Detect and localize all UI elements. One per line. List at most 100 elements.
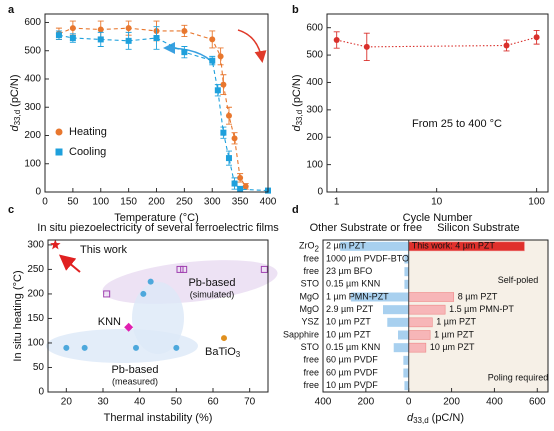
x-tick-label: 250 <box>176 197 193 208</box>
marker <box>69 35 76 42</box>
annotation: From 25 to 400 °C <box>412 118 502 130</box>
bar-label: This work: 4 µm PZT <box>412 241 496 251</box>
series-line <box>336 36 537 48</box>
y-tick-label: 150 <box>27 313 44 324</box>
bar <box>408 317 433 328</box>
marker <box>125 25 132 32</box>
marker <box>180 265 188 273</box>
marker <box>221 335 227 342</box>
marker <box>176 265 184 273</box>
marker <box>363 43 370 50</box>
marker <box>147 278 154 285</box>
bar-label: 10 µm PZT <box>430 342 475 352</box>
y-tick-label: 400 <box>24 74 41 85</box>
marker <box>140 290 147 297</box>
x-tick-label: 200 <box>358 397 375 408</box>
marker <box>97 26 104 33</box>
marker <box>231 180 238 187</box>
category-label-main: ZrO <box>299 241 315 251</box>
bar-label: 2 µm PZT <box>326 241 366 251</box>
panel-letter: c <box>8 204 14 216</box>
bar-label: 60 µm PVDF <box>326 355 378 365</box>
category-label: free <box>303 355 319 365</box>
panel-letter: a <box>8 4 15 16</box>
y-tick-label: 0 <box>317 187 323 198</box>
side-header: Silicon Substrate <box>437 222 520 234</box>
marker <box>181 27 188 34</box>
bar-label: 10 µm PZT <box>326 329 371 339</box>
bar-label: 2.9 µm PZT <box>326 304 374 314</box>
y-axis-label-unit: (pC/N) <box>9 74 21 106</box>
bar-label: 60 µm PVDF <box>326 367 378 377</box>
marker <box>503 42 510 49</box>
marker <box>242 183 249 190</box>
bar-label: 1 µm PZT <box>436 317 476 327</box>
y-axis-label-sub: 33,d <box>295 110 304 126</box>
legend-label: Heating <box>69 126 107 138</box>
bar <box>404 267 409 277</box>
marker <box>533 34 540 41</box>
plot-frame <box>44 13 269 193</box>
marker <box>220 129 227 136</box>
y-tick-label: 0 <box>35 187 41 198</box>
category-label: YSZ <box>301 317 319 327</box>
point-label: This work <box>80 244 128 256</box>
bar <box>383 305 409 315</box>
x-tick-label: 60 <box>207 397 219 408</box>
bar-label: 23 µm BFO <box>326 266 372 276</box>
category-label: MgO <box>299 291 319 301</box>
plot-frame <box>47 239 269 393</box>
marker <box>237 186 244 193</box>
marker <box>333 37 340 44</box>
x-tick-label: 0 <box>406 397 412 408</box>
point-label-main: BaTiO <box>205 346 236 358</box>
bar <box>408 292 455 302</box>
category-label: STO <box>301 279 319 289</box>
marker <box>220 81 227 88</box>
bar <box>404 279 409 289</box>
marker <box>81 344 88 351</box>
category-label: free <box>303 253 319 263</box>
bar <box>403 355 409 365</box>
marker <box>217 53 224 60</box>
bar-label: 0.15 µm KNN <box>326 279 380 289</box>
section-label: Self-poled <box>498 275 539 285</box>
y-tick-label: 200 <box>27 289 44 300</box>
x-tick-label: 50 <box>171 397 183 408</box>
marker <box>225 112 232 119</box>
x-tick-label: 1 <box>334 197 340 208</box>
category-label: free <box>303 380 319 390</box>
x-tick-label: 400 <box>315 397 332 408</box>
category-label: free <box>303 367 319 377</box>
point-note: (simulated) <box>190 289 235 299</box>
marker <box>237 174 244 181</box>
y-axis-label: d33,d (pC/N) <box>291 74 304 131</box>
x-axis-label: Thermal instability (%) <box>104 412 213 424</box>
y-tick-label: 100 <box>24 158 41 169</box>
x-axis-label: Temperature (°C) <box>114 212 198 224</box>
bar <box>393 343 409 353</box>
panel-letter: d <box>292 204 299 216</box>
plot-frame <box>322 239 549 393</box>
x-tick-label: 100 <box>528 197 545 208</box>
section-label: Poling required <box>488 372 549 382</box>
marker <box>209 36 216 43</box>
x-axis-label-unit: (pC/N) <box>432 412 464 424</box>
measured-region <box>132 282 184 354</box>
bar <box>404 254 409 264</box>
category-label: free <box>303 266 319 276</box>
bar <box>408 342 427 353</box>
x-tick-label: 100 <box>92 197 109 208</box>
category-label: STO <box>301 342 319 352</box>
bar <box>350 292 409 302</box>
x-tick-label: 400 <box>486 397 503 408</box>
bar <box>404 381 409 391</box>
point-label: Pb-based <box>188 277 235 289</box>
y-tick-label: 200 <box>306 132 323 143</box>
x-axis-label: d33,d (pC/N) <box>407 412 464 425</box>
category-label-sub: 2 <box>315 244 320 253</box>
x-tick-label: 40 <box>134 397 146 408</box>
series-line <box>58 34 269 192</box>
category-label: ZrO2 <box>299 241 320 254</box>
point-label-sub: 3 <box>236 350 241 359</box>
